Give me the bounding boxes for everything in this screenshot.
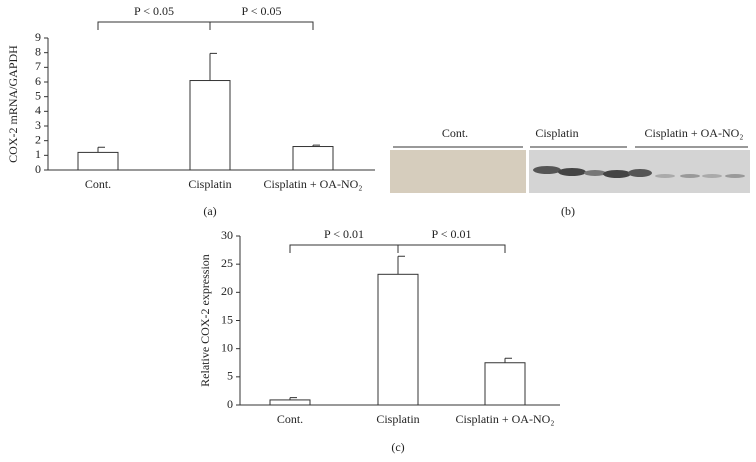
significance-bracket [209, 21, 314, 30]
blot-band [584, 170, 606, 176]
blot-band [680, 174, 700, 178]
error-bar [97, 146, 105, 153]
y-tick-label: 2 [35, 132, 41, 146]
y-tick-label: 0 [35, 162, 41, 176]
error-bar [397, 255, 405, 275]
significance-bracket [97, 21, 211, 30]
significance-label: P < 0.05 [134, 4, 174, 18]
significance-label: P < 0.01 [432, 227, 472, 241]
y-tick-label: 9 [35, 30, 41, 44]
y-tick-label: 15 [221, 312, 233, 326]
blot-band [725, 174, 745, 178]
significance-bracket [289, 244, 399, 253]
western-blot: Cont. Cisplatin Cisplatin + OA-NO₂ (b) [390, 126, 750, 218]
blot-band [603, 170, 631, 178]
x-tick-label: Cisplatin [376, 412, 419, 426]
error-bar [504, 357, 512, 363]
y-tick-label: 3 [35, 118, 41, 132]
y-axis-label: COX-2 mRNA/GAPDH [6, 45, 20, 163]
error-bar [312, 144, 320, 147]
y-tick-label: 6 [35, 74, 41, 88]
x-tick-label: Cont. [277, 412, 303, 426]
x-tick-label: Cisplatin [188, 177, 231, 191]
error-bar [289, 397, 297, 400]
blot-band [628, 169, 652, 177]
y-tick-label: 5 [227, 369, 233, 383]
significance-label: P < 0.05 [242, 4, 282, 18]
y-tick-label: 0 [227, 397, 233, 411]
bar [292, 146, 334, 171]
y-tick-label: 1 [35, 147, 41, 161]
y-tick-label: 20 [221, 284, 233, 298]
blot-band [558, 168, 586, 176]
y-tick-label: 30 [221, 228, 233, 242]
bar [484, 362, 526, 406]
bar [189, 80, 231, 171]
lane-label: Cisplatin [535, 126, 578, 140]
x-tick-label: Cont. [85, 177, 111, 191]
y-tick-label: 4 [35, 103, 41, 117]
blot-panel [390, 150, 526, 193]
significance-label: P < 0.01 [324, 227, 364, 241]
x-tick-label: Cisplatin + OA-NO₂ [264, 177, 363, 191]
blot-band [702, 174, 722, 178]
bar [377, 273, 419, 406]
y-tick-label: 7 [35, 59, 41, 73]
x-tick-label: Cisplatin + OA-NO₂ [456, 412, 555, 426]
y-tick-label: 10 [221, 340, 233, 354]
y-tick-label: 8 [35, 44, 41, 58]
bar [77, 151, 119, 171]
panel-label: (a) [203, 204, 216, 218]
y-tick-label: 5 [35, 88, 41, 102]
panel-label: (b) [561, 204, 575, 218]
bar [269, 399, 311, 406]
blot-band [655, 174, 675, 178]
error-bar [209, 52, 217, 81]
y-axis-label: Relative COX-2 expression [198, 254, 212, 387]
lane-label: Cisplatin + OA-NO₂ [645, 126, 744, 140]
y-tick-label: 25 [221, 256, 233, 270]
blot-band [533, 166, 561, 174]
panel-label: (c) [391, 440, 404, 454]
significance-bracket [397, 244, 506, 253]
lane-label: Cont. [442, 126, 468, 140]
